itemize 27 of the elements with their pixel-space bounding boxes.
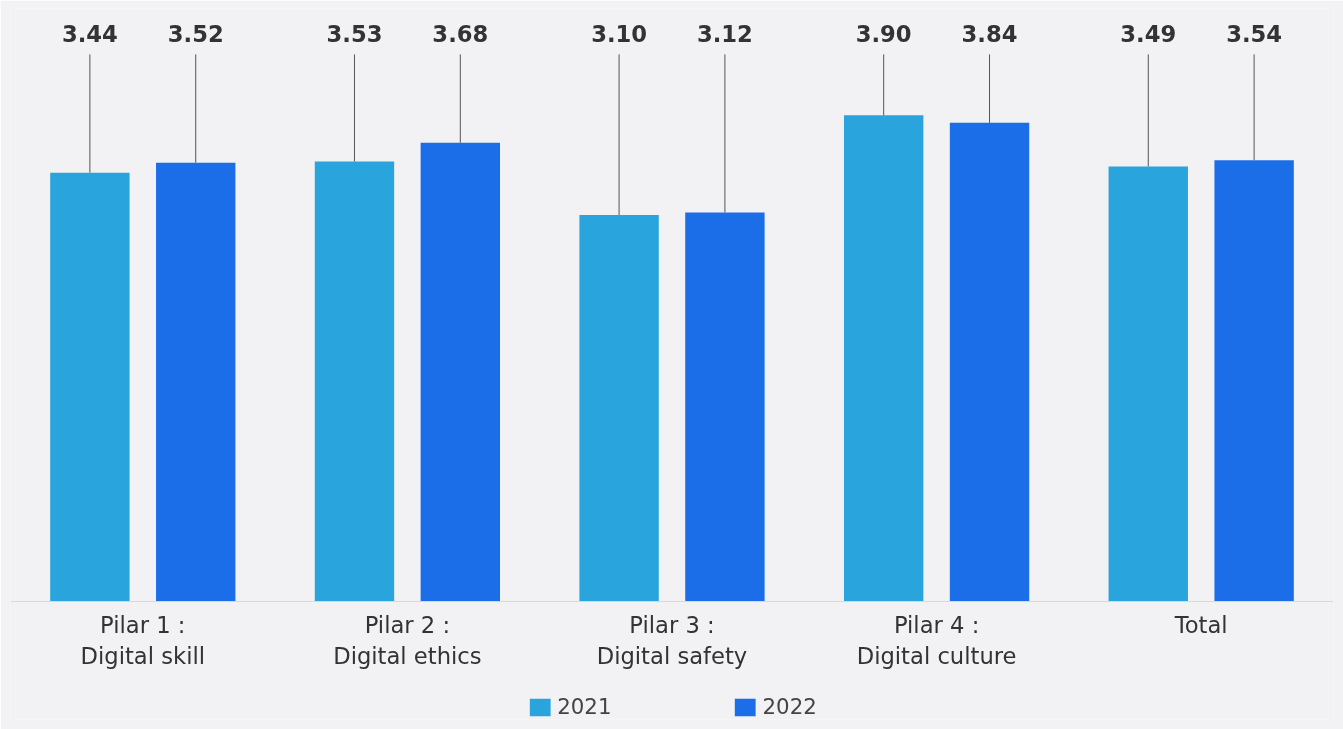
bar bbox=[420, 142, 501, 601]
data-label: 3.10 bbox=[591, 21, 648, 48]
data-label: 3.90 bbox=[855, 21, 912, 48]
data-label: 3.12 bbox=[696, 21, 753, 48]
x-tick-label: Total bbox=[1173, 612, 1228, 638]
legend-label: 2021 bbox=[557, 694, 612, 719]
bar bbox=[685, 212, 765, 601]
data-label: 3.49 bbox=[1120, 21, 1177, 48]
x-tick-label: Pilar 3 : Digital safety bbox=[596, 612, 748, 670]
bar bbox=[949, 122, 1030, 601]
data-label: 3.68 bbox=[432, 21, 489, 48]
x-tick-label: Pilar 4 : Digital culture bbox=[856, 612, 1017, 670]
bar bbox=[50, 172, 130, 601]
bar bbox=[843, 115, 924, 601]
bar bbox=[1214, 160, 1294, 601]
data-label: 3.84 bbox=[961, 21, 1018, 48]
data-label: 3.53 bbox=[326, 21, 383, 48]
data-label: 3.54 bbox=[1226, 21, 1283, 48]
bar bbox=[314, 161, 395, 601]
data-label: 3.52 bbox=[167, 21, 224, 48]
x-tick-label: Pilar 1 : Digital skill bbox=[80, 612, 206, 670]
bar bbox=[579, 214, 659, 601]
x-tick-label: Pilar 2 : Digital ethics bbox=[333, 612, 482, 670]
legend-label: 2022 bbox=[762, 694, 817, 719]
bar bbox=[1108, 166, 1188, 601]
bar bbox=[156, 162, 236, 601]
data-label: 3.44 bbox=[61, 21, 118, 48]
